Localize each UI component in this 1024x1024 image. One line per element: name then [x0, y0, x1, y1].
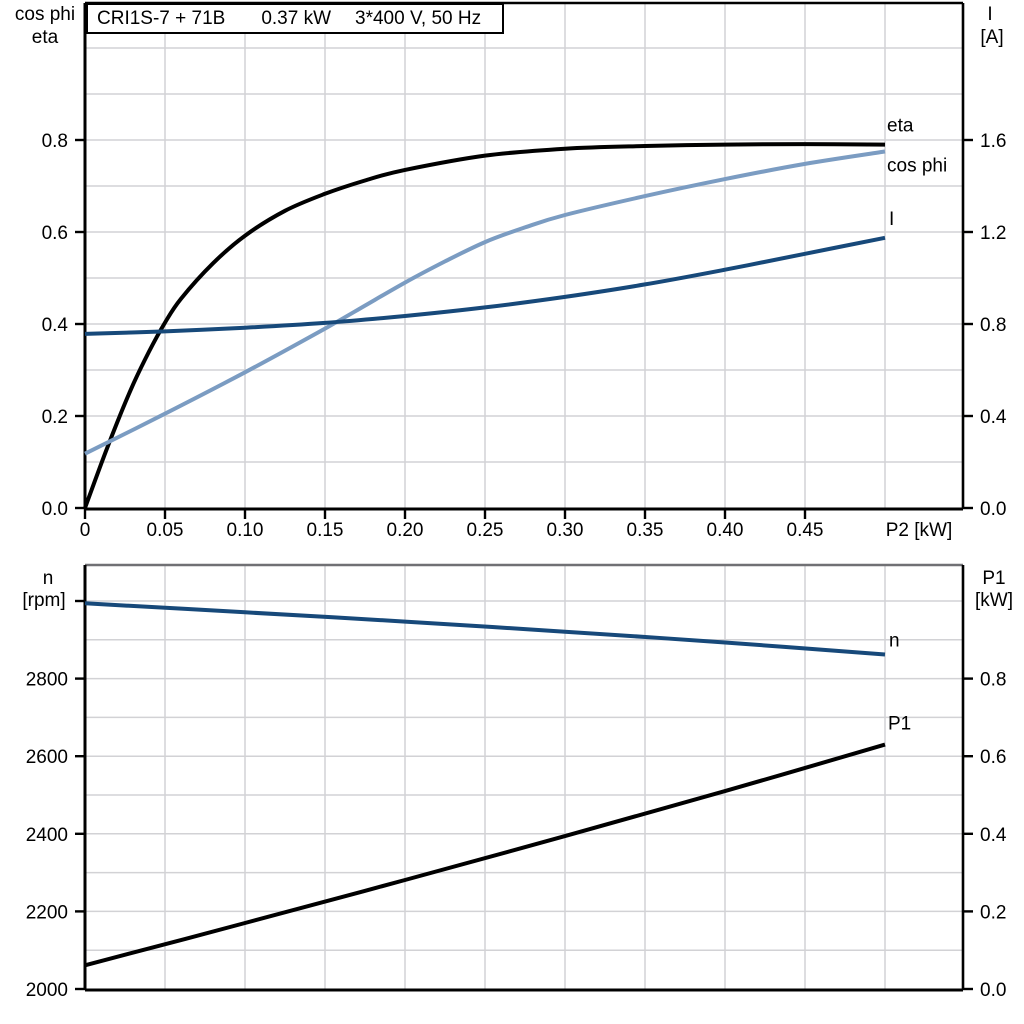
eta-curve — [83, 142, 886, 509]
pump-model-label: CRI1S-7 + 71B — [97, 7, 226, 29]
I-curve-label: I — [889, 209, 894, 230]
bottom-left-tick-label: 2200 — [26, 902, 68, 923]
chart-title-box: CRI1S-7 + 71B 0.37 kW 3*400 V, 50 Hz — [86, 3, 504, 34]
bottom-right-tick-label: 0.4 — [980, 825, 1007, 846]
bottom-left-tick-label: 2800 — [26, 670, 68, 691]
top-x-tick-label: 0.20 — [387, 520, 424, 541]
bottom-left-tick-label: 2000 — [26, 980, 68, 1001]
bottom-right-axis-title: P1 — [982, 568, 1005, 589]
supply-label: 3*400 V, 50 Hz — [355, 7, 482, 29]
top-left-tick-label: 0.4 — [42, 315, 69, 336]
top-x-tick-label: 0.05 — [147, 520, 184, 541]
top-x-tick-label: 0.15 — [307, 520, 344, 541]
top-right-axis-title: I — [987, 4, 992, 25]
bottom-left-axis-title: [rpm] — [22, 590, 65, 611]
top-left-tick-label: 0.0 — [42, 499, 68, 520]
top-left-tick-label: 0.2 — [42, 407, 68, 428]
cos-phi-curve-label: cos phi — [887, 156, 947, 177]
top-x-tick-label: 0.35 — [627, 520, 664, 541]
x-axis-title: P2 [kW] — [886, 520, 953, 541]
top-left-axis-title: eta — [32, 27, 59, 48]
top-left-axis-title: cos phi — [15, 4, 75, 25]
bottom-right-tick-label: 0.0 — [980, 980, 1006, 1001]
bottom-right-axis-title: [kW] — [975, 590, 1013, 611]
eta-curve-label: eta — [887, 116, 914, 137]
bottom-right-tick-label: 0.6 — [980, 747, 1006, 768]
top-right-axis-title: [A] — [980, 27, 1003, 48]
top-x-tick-label: 0.10 — [227, 520, 264, 541]
top-x-tick-label: 0.45 — [787, 520, 824, 541]
cos-phi-curve — [84, 149, 886, 456]
n-curve — [84, 601, 886, 657]
top-x-tick-label: 0.25 — [467, 520, 504, 541]
bottom-left-axis-title: n — [43, 568, 54, 589]
top-x-tick-label: 0 — [80, 520, 91, 541]
bottom-right-tick-label: 0.2 — [980, 902, 1006, 923]
top-right-tick-label: 1.2 — [980, 223, 1006, 244]
rated-power-label: 0.37 kW — [261, 7, 332, 29]
top-right-tick-label: 1.6 — [980, 131, 1006, 152]
top-right-tick-label: 0.8 — [980, 315, 1006, 336]
top-left-tick-label: 0.6 — [42, 223, 68, 244]
top-x-tick-label: 0.40 — [707, 520, 744, 541]
top-right-tick-label: 0.0 — [980, 499, 1006, 520]
top-left-tick-label: 0.8 — [42, 131, 68, 152]
bottom-left-tick-label: 2400 — [26, 825, 68, 846]
top-right-tick-label: 0.4 — [980, 407, 1007, 428]
I-curve — [84, 235, 886, 336]
bottom-right-tick-label: 0.8 — [980, 670, 1006, 691]
bottom-left-tick-label: 2600 — [26, 747, 68, 768]
n-curve-label: n — [889, 631, 900, 652]
P1-curve — [84, 742, 886, 968]
top-x-tick-label: 0.30 — [547, 520, 584, 541]
P1-curve-label: P1 — [888, 714, 911, 735]
